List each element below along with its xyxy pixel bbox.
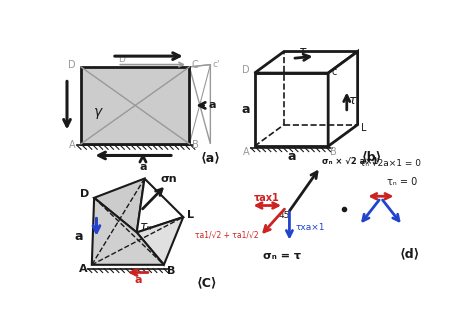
Text: A: A bbox=[79, 264, 87, 274]
Text: a: a bbox=[139, 162, 146, 172]
Text: τₙ √2a×1 = 0: τₙ √2a×1 = 0 bbox=[360, 160, 421, 168]
Text: τ: τ bbox=[299, 45, 306, 58]
Text: a: a bbox=[209, 101, 217, 111]
Text: ⟨b⟩: ⟨b⟩ bbox=[361, 151, 382, 164]
Text: D: D bbox=[68, 60, 75, 70]
Text: a: a bbox=[287, 151, 296, 164]
Polygon shape bbox=[137, 217, 183, 265]
Polygon shape bbox=[94, 178, 145, 232]
Text: σₙ = τ: σₙ = τ bbox=[263, 250, 301, 260]
Text: ⟨C⟩: ⟨C⟩ bbox=[196, 276, 217, 289]
Polygon shape bbox=[92, 198, 164, 265]
Text: τax1: τax1 bbox=[253, 193, 279, 203]
Text: 45: 45 bbox=[278, 211, 290, 220]
Text: a: a bbox=[135, 275, 142, 285]
Text: a: a bbox=[75, 230, 83, 243]
Text: τₙ = 0: τₙ = 0 bbox=[387, 177, 418, 187]
Polygon shape bbox=[137, 178, 183, 232]
Text: τxa×1: τxa×1 bbox=[296, 222, 325, 231]
Text: D: D bbox=[80, 189, 90, 199]
Text: a: a bbox=[241, 103, 249, 116]
Text: τₙ: τₙ bbox=[140, 220, 152, 233]
Text: B: B bbox=[330, 148, 337, 158]
Polygon shape bbox=[255, 73, 328, 146]
Text: ⟨d⟩: ⟨d⟩ bbox=[400, 247, 420, 260]
Text: γ: γ bbox=[94, 105, 102, 119]
Text: L: L bbox=[362, 123, 367, 133]
Text: σn: σn bbox=[161, 173, 178, 183]
Text: σₙ × √2 a×1: σₙ × √2 a×1 bbox=[322, 157, 378, 166]
Text: τ: τ bbox=[349, 94, 357, 107]
Text: D': D' bbox=[118, 55, 128, 64]
Polygon shape bbox=[81, 67, 190, 144]
Text: D: D bbox=[242, 65, 250, 75]
Text: ⟨a⟩: ⟨a⟩ bbox=[201, 151, 220, 164]
Text: C: C bbox=[192, 60, 199, 70]
Text: B: B bbox=[192, 141, 199, 151]
Text: c': c' bbox=[213, 60, 220, 69]
Text: L: L bbox=[187, 210, 194, 220]
Text: A: A bbox=[243, 148, 250, 158]
Text: c: c bbox=[331, 67, 337, 77]
Text: B: B bbox=[167, 266, 175, 276]
Text: τa1/√2 + τa1/√2: τa1/√2 + τa1/√2 bbox=[195, 230, 258, 239]
Text: A: A bbox=[69, 141, 75, 151]
Polygon shape bbox=[255, 52, 357, 73]
Polygon shape bbox=[328, 52, 357, 146]
